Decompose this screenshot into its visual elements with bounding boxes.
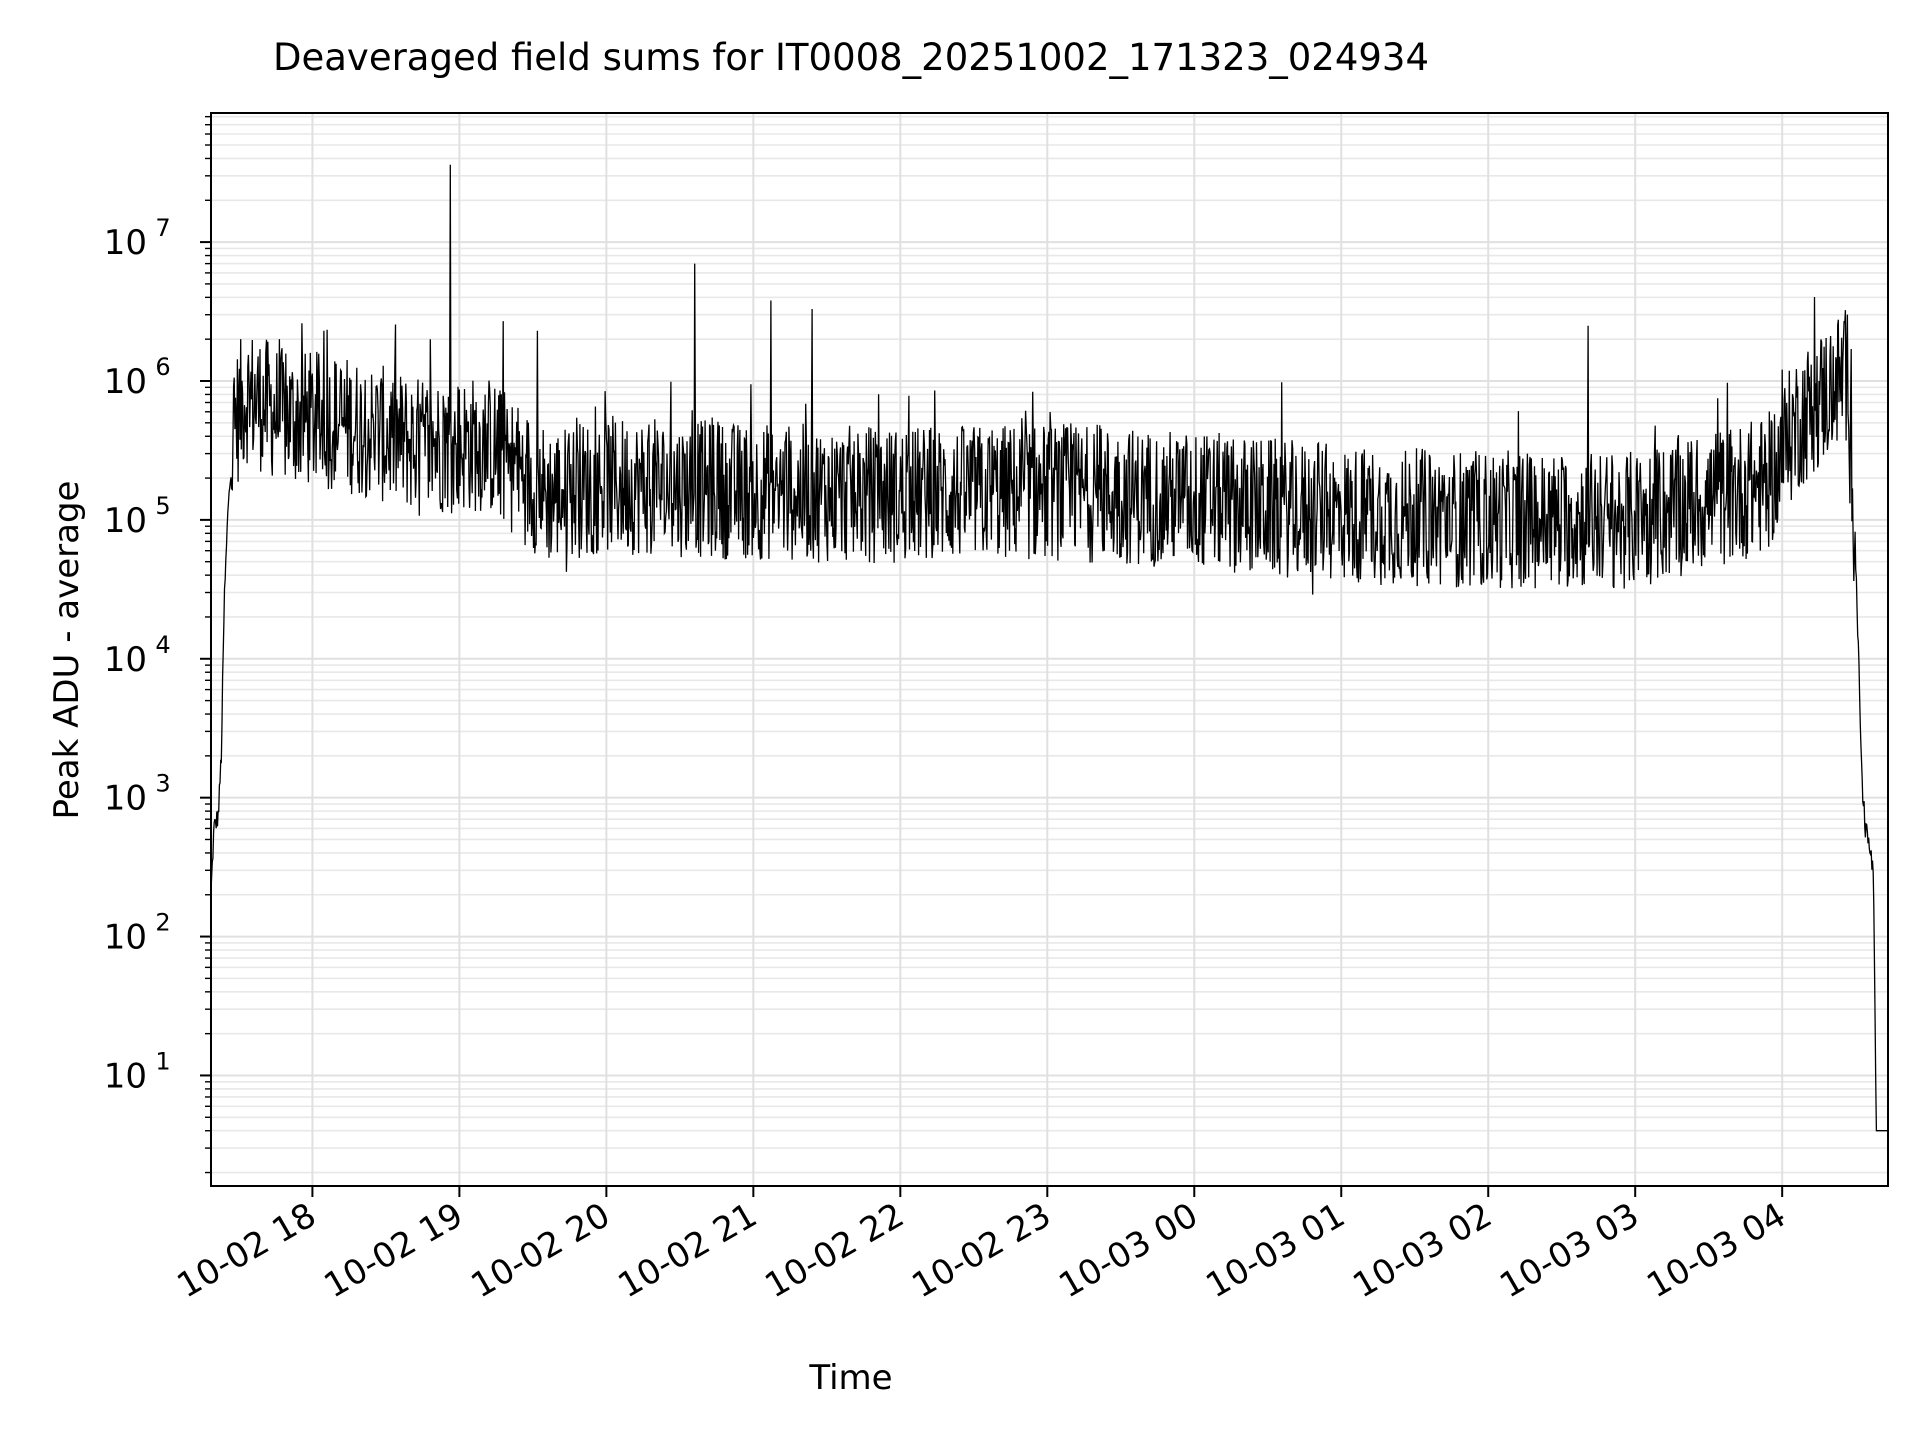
chart-title: Deaveraged field sums for IT0008_2025100… (273, 36, 1429, 79)
y-axis-label: Peak ADU - average (47, 481, 87, 820)
y-axis-ticks: 10 1 10 2 10 3 10 4 10 5 10 6 10 7 (104, 115, 211, 1174)
plot-frame (210, 112, 1889, 1187)
series-layer (210, 164, 1888, 1132)
y-tick-exponent: 2 (155, 909, 170, 937)
y-tick-label: 10 (104, 362, 147, 402)
series-line (210, 164, 1888, 1132)
y-tick-exponent: 1 (155, 1047, 170, 1075)
y-tick-label: 10 (104, 779, 147, 819)
major-gridlines (211, 113, 1888, 1186)
y-tick-exponent: 7 (155, 214, 170, 242)
minor-gridlines (211, 115, 1888, 1174)
y-tick-exponent: 6 (155, 353, 170, 381)
x-axis-label: Time (808, 1358, 892, 1398)
y-tick-label: 10 (104, 1056, 147, 1096)
y-tick-label: 10 (104, 501, 147, 541)
y-tick-label: 10 (104, 223, 147, 263)
y-tick-label: 10 (104, 918, 147, 958)
y-tick-exponent: 3 (155, 770, 170, 798)
y-tick-exponent: 4 (155, 631, 170, 659)
y-tick-exponent: 5 (155, 492, 170, 520)
y-tick-label: 10 (104, 640, 147, 680)
